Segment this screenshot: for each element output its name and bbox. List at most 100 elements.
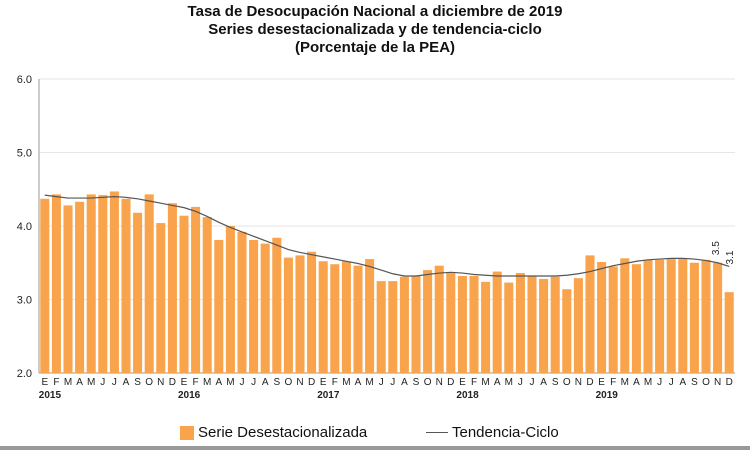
bar bbox=[411, 275, 421, 373]
legend-swatch bbox=[180, 425, 194, 440]
y-tick-label: 2.0 bbox=[17, 368, 32, 380]
bar bbox=[365, 259, 375, 373]
bar bbox=[98, 195, 108, 373]
bar bbox=[260, 243, 270, 373]
bar bbox=[724, 292, 734, 373]
x-tick-label: D bbox=[169, 377, 176, 388]
bar bbox=[423, 270, 433, 373]
bar bbox=[86, 194, 96, 373]
bar bbox=[225, 226, 235, 373]
x-tick-label: N bbox=[157, 377, 164, 388]
x-tick-label: A bbox=[215, 377, 222, 388]
x-tick-label: J bbox=[669, 377, 674, 388]
x-tick-label: O bbox=[285, 377, 293, 388]
year-label: 2015 bbox=[39, 390, 62, 401]
bar bbox=[214, 239, 224, 373]
x-tick-label: J bbox=[251, 377, 256, 388]
x-tick-label: O bbox=[563, 377, 571, 388]
x-tick-label: M bbox=[203, 377, 211, 388]
bar bbox=[341, 261, 351, 373]
bar bbox=[597, 262, 607, 373]
bar bbox=[585, 255, 595, 373]
x-tick-label: J bbox=[112, 377, 117, 388]
bar bbox=[504, 282, 514, 373]
bar bbox=[562, 289, 572, 373]
x-tick-label: F bbox=[610, 377, 616, 388]
x-tick-label: O bbox=[702, 377, 710, 388]
bar bbox=[63, 205, 73, 373]
x-tick-label: E bbox=[598, 377, 605, 388]
bar bbox=[40, 198, 50, 373]
x-tick-label: O bbox=[424, 377, 432, 388]
bar bbox=[237, 231, 247, 373]
bar bbox=[307, 251, 317, 373]
x-tick-label: S bbox=[134, 377, 141, 388]
y-tick-label: 4.0 bbox=[17, 221, 32, 233]
x-tick-label: J bbox=[100, 377, 105, 388]
x-tick-label: E bbox=[181, 377, 188, 388]
bar bbox=[631, 264, 641, 373]
bar bbox=[272, 237, 282, 373]
legend-item-bars: Serie Desestacionalizada bbox=[180, 424, 367, 441]
divider bbox=[0, 446, 750, 450]
legend-swatch bbox=[426, 432, 448, 433]
legend-label: Tendencia-Ciclo bbox=[452, 424, 559, 441]
x-tick-label: J bbox=[240, 377, 245, 388]
x-tick-label: D bbox=[308, 377, 315, 388]
x-tick-label: S bbox=[413, 377, 420, 388]
x-tick-label: S bbox=[273, 377, 280, 388]
x-tick-label: J bbox=[390, 377, 395, 388]
bar bbox=[353, 265, 363, 373]
year-label: 2018 bbox=[456, 390, 479, 401]
bar bbox=[167, 203, 177, 373]
x-tick-label: M bbox=[365, 377, 373, 388]
trend-line bbox=[44, 194, 730, 277]
bar bbox=[689, 262, 699, 373]
bar bbox=[701, 259, 711, 373]
x-tick-label: J bbox=[518, 377, 523, 388]
x-tick-label: A bbox=[123, 377, 130, 388]
bar bbox=[608, 266, 618, 373]
x-tick-label: M bbox=[342, 377, 350, 388]
x-tick-label: A bbox=[76, 377, 83, 388]
x-tick-label: E bbox=[41, 377, 48, 388]
data-label: 3.5 bbox=[711, 241, 722, 255]
bar bbox=[202, 217, 212, 373]
bar bbox=[550, 276, 560, 373]
x-tick-label: F bbox=[332, 377, 338, 388]
bar bbox=[620, 258, 630, 373]
bar bbox=[457, 275, 467, 373]
x-tick-label: M bbox=[505, 377, 513, 388]
bar bbox=[666, 259, 676, 373]
x-tick-label: D bbox=[447, 377, 454, 388]
bar bbox=[678, 259, 688, 373]
x-tick-label: A bbox=[355, 377, 362, 388]
bar bbox=[191, 206, 201, 373]
bar bbox=[51, 194, 61, 373]
year-label: 2017 bbox=[317, 390, 340, 401]
bar bbox=[481, 281, 491, 373]
data-label: 3.1 bbox=[725, 250, 736, 264]
x-tick-label: N bbox=[575, 377, 582, 388]
bar bbox=[109, 191, 119, 373]
x-tick-label: F bbox=[471, 377, 477, 388]
bar bbox=[75, 201, 85, 373]
x-tick-label: F bbox=[53, 377, 59, 388]
x-tick-label: N bbox=[714, 377, 721, 388]
x-tick-label: S bbox=[552, 377, 559, 388]
bar bbox=[376, 281, 386, 373]
bar bbox=[121, 198, 131, 373]
bar bbox=[655, 259, 665, 373]
x-tick-label: E bbox=[459, 377, 466, 388]
x-tick-label: J bbox=[379, 377, 384, 388]
chart-title-line1: Tasa de Desocupación Nacional a diciembr… bbox=[187, 3, 563, 20]
y-tick-label: 6.0 bbox=[17, 74, 32, 86]
bar bbox=[399, 276, 409, 373]
x-tick-label: D bbox=[726, 377, 733, 388]
year-label: 2016 bbox=[178, 390, 201, 401]
bar bbox=[283, 257, 293, 373]
x-tick-label: E bbox=[320, 377, 327, 388]
bar bbox=[446, 273, 456, 373]
x-tick-label: A bbox=[679, 377, 686, 388]
